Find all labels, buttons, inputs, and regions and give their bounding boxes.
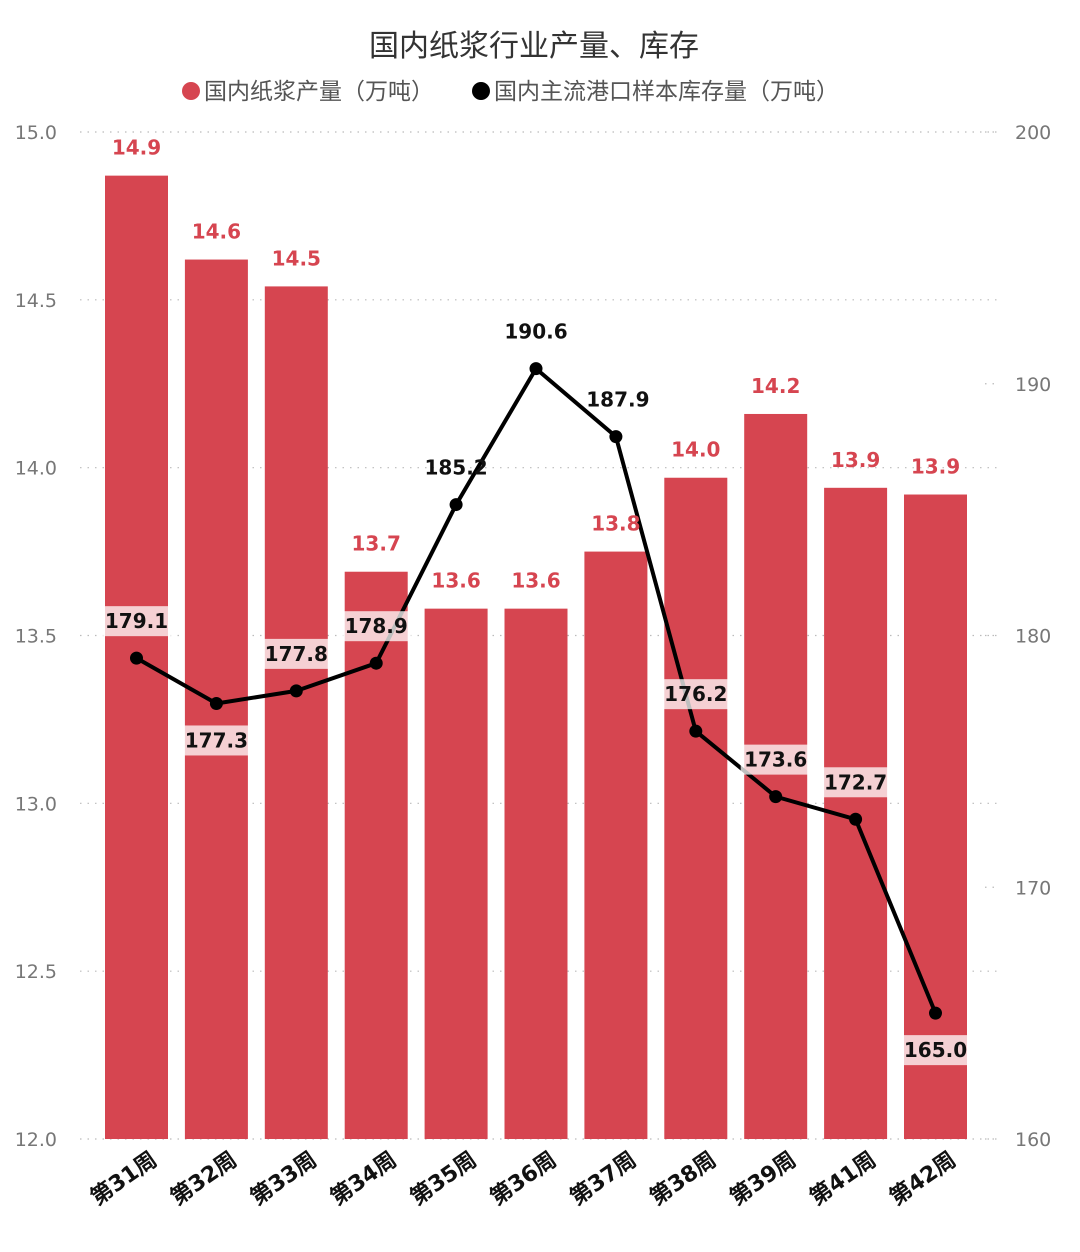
line-data-label: 185.2 — [424, 456, 487, 480]
bar — [744, 413, 808, 1140]
line-label-background — [900, 1035, 971, 1066]
line-data-label: 177.8 — [265, 642, 328, 666]
bar-data-label: 14.5 — [272, 246, 321, 270]
line-point — [849, 812, 863, 826]
y-left-tick-label: 12.0 — [15, 1129, 57, 1151]
line-point — [289, 684, 303, 698]
y-left-tick-label: 13.5 — [15, 626, 57, 648]
line-label-background — [101, 606, 172, 637]
line-point — [769, 790, 783, 804]
bar-data-label: 14.9 — [112, 136, 161, 160]
line-label-background — [740, 744, 811, 775]
bar — [904, 494, 967, 1139]
line-point — [449, 498, 463, 512]
x-tick-label: 第41周 — [805, 1147, 881, 1211]
y-right-tick-label: 200 — [1015, 122, 1051, 144]
line-data-label: 172.7 — [824, 770, 887, 794]
line-point — [529, 362, 543, 376]
line-label-background — [660, 679, 731, 710]
bar — [424, 608, 488, 1139]
line-label-background — [181, 725, 252, 756]
bar-data-label: 13.6 — [431, 569, 480, 593]
line-label-background — [261, 638, 332, 669]
x-tick-label: 第38周 — [645, 1147, 721, 1211]
line-data-label: 178.9 — [345, 614, 408, 638]
bar-data-label: 14.6 — [192, 220, 241, 244]
line-point — [369, 656, 383, 670]
y-right-tick-label: 170 — [1015, 877, 1051, 899]
line-point — [609, 430, 623, 444]
line-data-label: 165.0 — [904, 1038, 967, 1062]
x-tick-label: 第34周 — [326, 1147, 402, 1211]
bar-data-label: 13.6 — [511, 569, 560, 593]
legend-marker-line — [472, 82, 490, 100]
line-data-label: 179.1 — [105, 609, 168, 633]
y-left-tick-label: 14.5 — [15, 290, 57, 312]
line-label-background — [820, 767, 891, 798]
y-right-tick-label: 180 — [1015, 626, 1051, 648]
legend: 国内纸浆产量（万吨） 国内主流港口样本库存量（万吨） — [182, 79, 839, 105]
line-label-background — [341, 611, 412, 642]
y-left-tick-label: 14.0 — [15, 458, 57, 480]
x-tick-label: 第31周 — [86, 1147, 162, 1211]
y-left-tick-label: 12.5 — [15, 961, 57, 983]
line-data-label: 187.9 — [586, 388, 649, 412]
x-tick-label: 第36周 — [485, 1147, 561, 1211]
bar-data-label: 13.8 — [591, 512, 640, 536]
y-left-tick-label: 15.0 — [15, 122, 57, 144]
bar — [664, 477, 728, 1139]
bar-data-label: 14.2 — [751, 374, 800, 398]
line-point — [929, 1006, 942, 1020]
line-point — [209, 696, 223, 710]
line-point — [130, 651, 143, 665]
bar-data-label: 13.9 — [911, 455, 960, 479]
y-right-tick-label: 190 — [1015, 374, 1051, 396]
legend-label-line: 国内主流港口样本库存量（万吨） — [494, 79, 839, 105]
legend-marker-bar — [182, 82, 200, 100]
legend-label-bar: 国内纸浆产量（万吨） — [204, 79, 434, 105]
x-tick-label: 第35周 — [405, 1147, 481, 1211]
line-data-label: 173.6 — [744, 748, 807, 772]
x-tick-label: 第37周 — [565, 1147, 641, 1211]
line-point — [689, 724, 703, 738]
bar-data-label: 14.0 — [671, 438, 720, 462]
x-tick-label: 第42周 — [885, 1147, 961, 1211]
y-left-tick-label: 13.0 — [15, 793, 57, 815]
line-data-label: 177.3 — [185, 728, 248, 752]
x-tick-label: 第39周 — [725, 1147, 801, 1211]
bar — [264, 286, 328, 1139]
chart-title: 国内纸浆行业产量、库存 — [369, 29, 699, 64]
y-right-tick-label: 160 — [1015, 1129, 1051, 1151]
x-tick-label: 第33周 — [246, 1147, 322, 1211]
line-data-label: 176.2 — [664, 682, 727, 706]
bar-data-label: 13.7 — [352, 532, 401, 556]
bar-data-label: 13.9 — [831, 448, 880, 472]
line-data-label: 190.6 — [504, 320, 567, 344]
x-tick-label: 第32周 — [166, 1147, 242, 1211]
bar — [504, 608, 568, 1139]
bar — [584, 551, 648, 1139]
